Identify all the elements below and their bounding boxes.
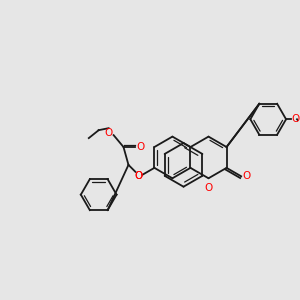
Text: O: O xyxy=(104,128,113,138)
Text: O: O xyxy=(134,171,142,181)
Text: O: O xyxy=(242,171,250,181)
Text: O: O xyxy=(136,142,145,152)
Text: O: O xyxy=(291,114,299,124)
Text: O: O xyxy=(204,183,213,193)
Text: O: O xyxy=(134,171,142,181)
